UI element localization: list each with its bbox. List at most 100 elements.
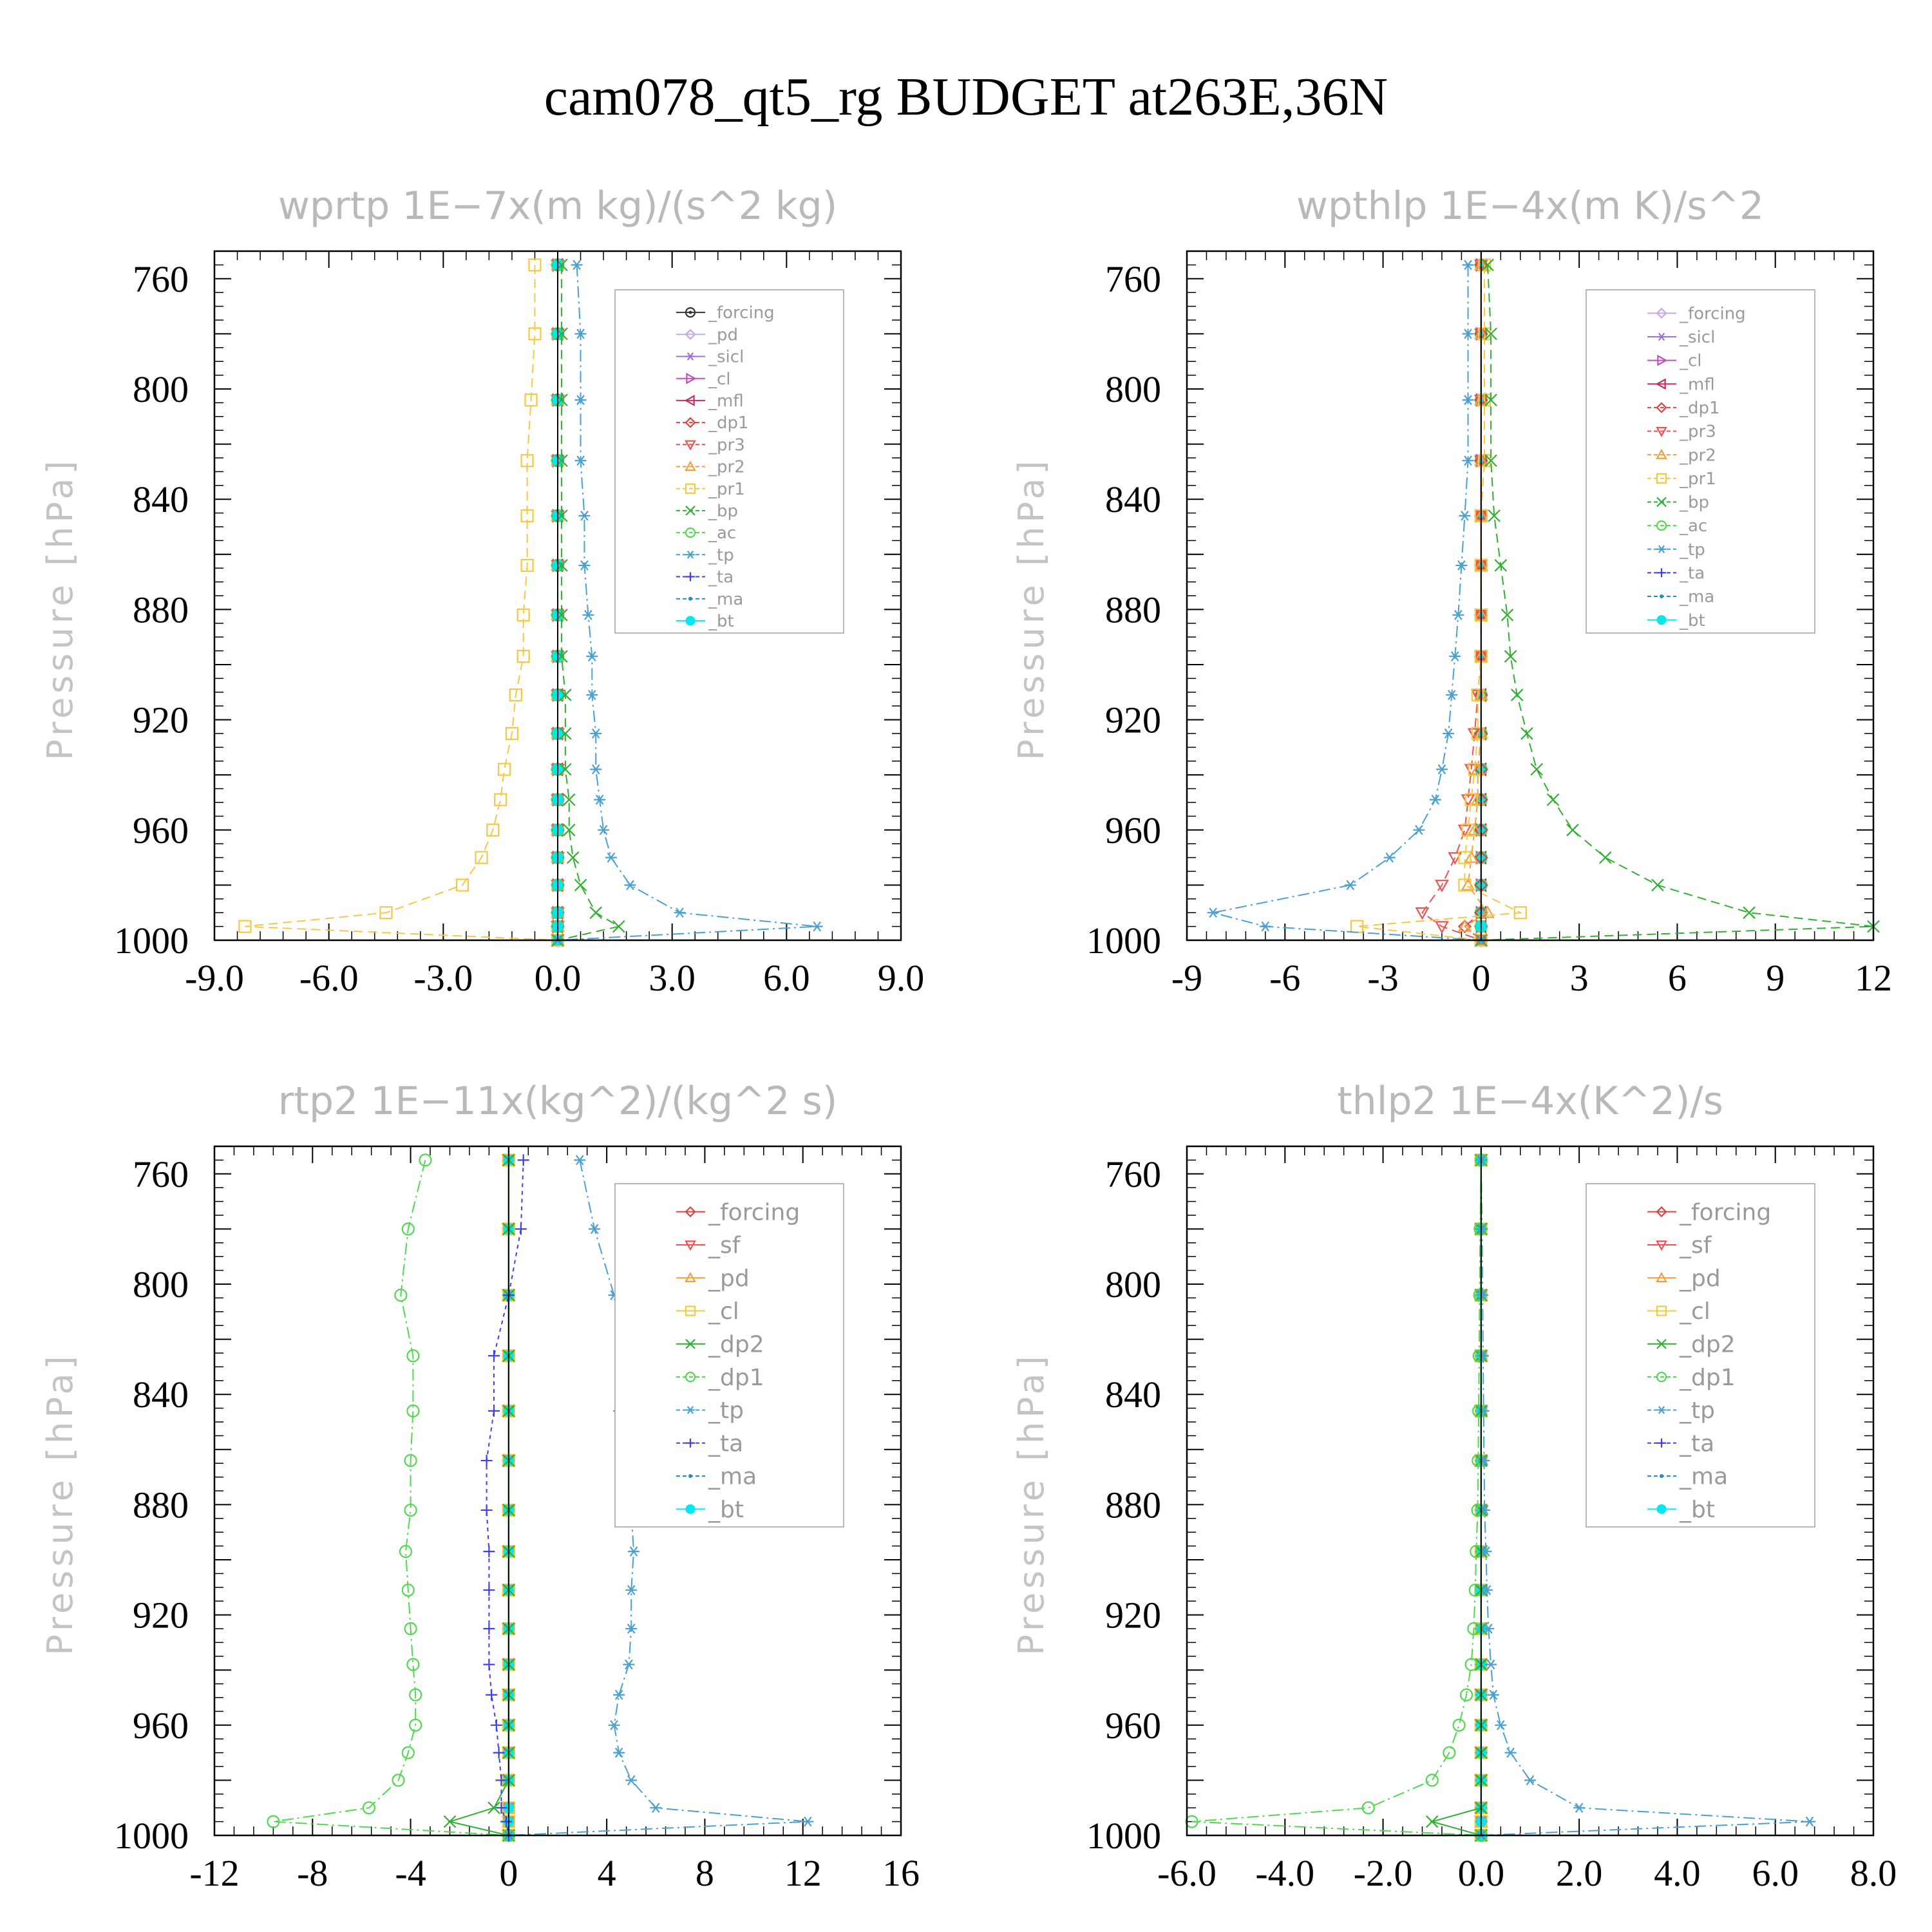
asterisk-marker [613, 1689, 625, 1700]
y-tick-label: 880 [1105, 1484, 1161, 1526]
series-dp1 [267, 1153, 515, 1842]
y-tick-label: 760 [1105, 258, 1161, 300]
plus-marker [480, 1454, 493, 1466]
plus-marker [493, 1747, 505, 1759]
circle-marker [1425, 1774, 1439, 1787]
legend-item-dp1: _dp1 [676, 413, 749, 433]
legend-label: _ta [1679, 564, 1705, 583]
asterisk-marker [1657, 332, 1666, 341]
asterisk-marker [1383, 852, 1396, 863]
y-tick-label: 960 [133, 1705, 189, 1747]
legend-label: _ta [708, 1430, 743, 1457]
legend-item-forcing: _forcing [676, 303, 775, 323]
asterisk-marker [650, 1803, 662, 1814]
triangle-right-marker [686, 372, 697, 384]
y-tick-label: 960 [133, 810, 189, 851]
legend-label: _sf [708, 1233, 741, 1259]
square-marker [528, 327, 542, 341]
circle-marker [406, 1349, 420, 1363]
asterisk-marker [1449, 651, 1461, 662]
y-tick-label: 920 [133, 699, 189, 741]
square-marker [685, 483, 696, 494]
legend-item-pr1: _pr1 [1647, 469, 1716, 489]
legend-label: _tp [1679, 540, 1705, 560]
circle-marker [419, 1153, 432, 1167]
asterisk-marker [586, 651, 598, 662]
circle-marker [1361, 1801, 1375, 1815]
triangle-down-marker [1656, 1240, 1667, 1251]
legend-label: _forcing [708, 1199, 800, 1226]
legend-item-dp1: _dp1 [1647, 399, 1720, 418]
x-marker [1501, 609, 1514, 621]
square-marker [1458, 851, 1472, 864]
asterisk-marker [628, 1546, 640, 1557]
x-tick-label: -9 [1171, 957, 1202, 999]
panel-wprtp: wprtp 1E−7x(m kg)/(s^2 kg) Pressure [hPa… [40, 184, 924, 999]
square-marker [516, 650, 530, 663]
series-dp1 [1185, 1153, 1488, 1842]
legend-label: _sicl [1679, 328, 1715, 347]
plus-marker [486, 1689, 498, 1701]
x-tick-label: -3 [1367, 957, 1398, 999]
series-line [486, 1160, 524, 1836]
legend-item-forcing: _forcing [1647, 1199, 1771, 1226]
legend-item-sf: _sf [676, 1233, 741, 1259]
asterisk-marker [1462, 455, 1474, 466]
legend-item-bp: _bp [1647, 493, 1709, 513]
x-marker [685, 506, 696, 516]
plus-marker [488, 1405, 500, 1417]
x-tick-label: 9.0 [878, 957, 925, 999]
asterisk-marker [605, 852, 617, 863]
plus-marker [483, 1658, 495, 1671]
plus-marker [500, 1815, 513, 1828]
x-marker [559, 727, 572, 740]
circle-marker [404, 1503, 417, 1517]
legend-item-ma: _ma [676, 1464, 757, 1490]
legend-item-mfl: _mfl [676, 392, 744, 411]
diamond-marker [685, 328, 696, 340]
square-marker [497, 762, 511, 776]
series-tp [552, 260, 823, 945]
series-pr3 [1415, 260, 1488, 948]
asterisk-marker [1452, 610, 1464, 620]
legend-label: _dp2 [708, 1331, 764, 1358]
x-tick-label: -8 [297, 1852, 328, 1894]
plot-area: -9.0 -6.0 -3.0 0.0 3.0 6.0 9.0 760 800 840 880 920 9… [114, 250, 925, 999]
circle-marker [394, 1289, 408, 1302]
triangle-left-marker [684, 395, 695, 406]
legend-item-cl: _cl [1647, 352, 1702, 371]
circle-marker [401, 1583, 415, 1597]
x-marker [1510, 688, 1524, 701]
legend-label: _bt [708, 612, 734, 631]
legend-item-tp: _tp [676, 1397, 744, 1424]
legend-item-pr3: _pr3 [676, 435, 745, 455]
x-marker [1484, 393, 1497, 406]
asterisk-marker [1462, 328, 1474, 339]
asterisk-marker [625, 1585, 638, 1595]
circle-marker [267, 1815, 280, 1828]
plus-marker [515, 1223, 527, 1235]
square-marker [455, 878, 469, 892]
asterisk-marker [589, 1224, 601, 1235]
square-marker [528, 258, 542, 272]
asterisk-marker [625, 1624, 638, 1634]
y-tick-label: 920 [1105, 699, 1161, 741]
asterisk-marker [590, 764, 602, 775]
asterisk-marker [1462, 395, 1474, 405]
x-marker [559, 762, 572, 776]
plus-marker [1657, 1438, 1666, 1448]
triangle-up-marker [1656, 1271, 1667, 1282]
triangle-up-marker [1457, 919, 1472, 932]
x-marker [589, 906, 602, 919]
legend-item-pr2: _pr2 [1647, 446, 1716, 465]
x-tick-label: 2.0 [1556, 1852, 1603, 1894]
asterisk-marker [574, 395, 587, 405]
legend-box [614, 289, 844, 634]
y-tick-label: 800 [1105, 1264, 1161, 1305]
asterisk-marker [594, 794, 606, 805]
asterisk-marker [674, 907, 686, 918]
legend-label: _ma [708, 590, 743, 609]
legend-label: _bt [708, 1497, 744, 1523]
y-tick-label: 880 [1105, 589, 1161, 630]
